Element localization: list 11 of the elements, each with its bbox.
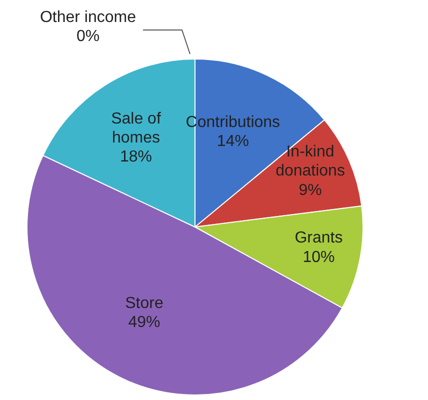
- data-label: 18%: [120, 148, 152, 166]
- slice-label: Grants: [294, 230, 343, 247]
- data-label: 9%: [298, 182, 322, 199]
- data-label: 14%: [216, 132, 249, 150]
- slice-label: Store: [125, 294, 164, 312]
- text: 0%: [76, 28, 100, 46]
- slice-label: Sale of homes: [111, 110, 162, 146]
- data-label: 49%: [128, 314, 160, 332]
- data-label: 10%: [302, 248, 335, 266]
- slice-label: In-kind donations: [276, 143, 345, 180]
- category-label: Other income: [40, 9, 136, 26]
